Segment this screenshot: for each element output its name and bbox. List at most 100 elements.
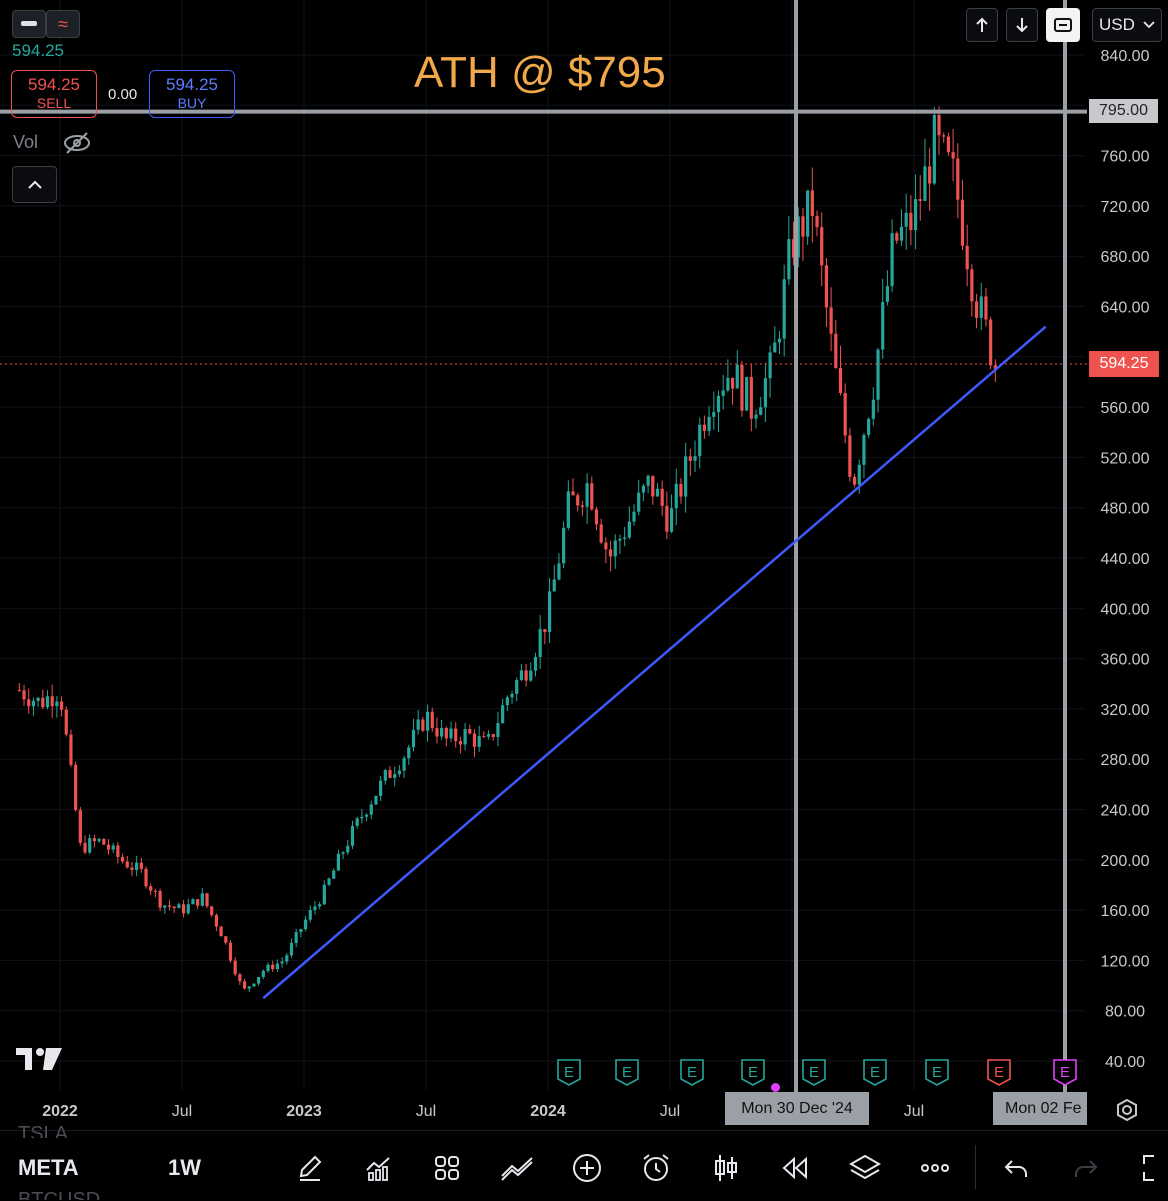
earnings-badge[interactable]: E — [1052, 1058, 1078, 1086]
replay-button[interactable] — [775, 1148, 815, 1188]
candle-body — [576, 495, 580, 506]
candle-body — [519, 670, 524, 681]
draw-tool-button[interactable] — [290, 1148, 330, 1188]
scroll-down-button[interactable] — [1006, 8, 1038, 42]
candle-body — [848, 435, 852, 477]
expand-button[interactable] — [1132, 1148, 1168, 1188]
candle-body — [552, 579, 556, 592]
candle-body — [608, 549, 613, 557]
settings-gear-icon[interactable] — [1115, 1098, 1139, 1122]
candle-body — [834, 333, 838, 368]
y-tick-label: 640.00 — [1101, 300, 1150, 317]
earnings-badge[interactable]: E — [801, 1058, 827, 1086]
price-axis: 840.00 760.00 720.00 680.00 640.00 560.00 520.… — [1101, 48, 1150, 1071]
chart-type-button[interactable] — [706, 1148, 746, 1188]
candle-body — [904, 212, 908, 227]
candle-body — [318, 904, 322, 907]
candle-body — [228, 942, 233, 961]
candle-body — [64, 709, 68, 735]
candle-body — [468, 729, 472, 734]
earnings-badge[interactable]: E — [924, 1058, 950, 1086]
candle-body — [655, 488, 660, 497]
candle-body — [641, 485, 646, 493]
earnings-badge[interactable]: E — [556, 1058, 582, 1086]
candle-body — [515, 680, 519, 694]
object-tree-button[interactable] — [845, 1148, 885, 1188]
candle-body — [698, 424, 702, 457]
fullscreen-toggle-button[interactable] — [1046, 8, 1080, 42]
sell-button[interactable]: 594.25 SELL — [11, 70, 97, 118]
compare-button[interactable] — [497, 1148, 537, 1188]
candle-body — [867, 418, 871, 435]
buy-button[interactable]: 594.25 BUY — [149, 70, 235, 118]
buy-label: BUY — [177, 95, 207, 111]
more-options-button[interactable] — [915, 1148, 955, 1188]
candle-body — [322, 884, 326, 905]
redo-icon — [1075, 1160, 1098, 1177]
candle-body — [735, 364, 739, 389]
earnings-badge[interactable]: E — [862, 1058, 888, 1086]
layouts-button[interactable] — [427, 1148, 467, 1188]
y-tick-label: 200.00 — [1101, 853, 1150, 870]
candle-body — [557, 563, 561, 580]
candle-body — [116, 845, 120, 857]
candle-body — [477, 736, 481, 747]
symbol-next[interactable]: BTCUSD — [18, 1189, 101, 1200]
candle-body — [970, 269, 974, 302]
candle-body — [604, 542, 608, 550]
candle-body — [242, 981, 247, 989]
alert-button[interactable] — [636, 1148, 676, 1188]
spread-value: 0.00 — [108, 86, 138, 103]
candle-body — [402, 758, 406, 771]
candle-body — [106, 844, 111, 850]
indicator-toggle-button[interactable]: ≈ — [46, 10, 80, 38]
candle-body — [196, 899, 200, 906]
candle-body — [712, 412, 716, 417]
add-button[interactable] — [567, 1148, 607, 1188]
undo-button[interactable] — [996, 1148, 1036, 1188]
symbol-prev[interactable]: TSLA — [18, 1124, 69, 1138]
candle-body — [280, 961, 284, 964]
candle-body — [486, 734, 491, 737]
candle-body — [266, 964, 270, 971]
candle-body — [684, 456, 688, 497]
candle-body — [806, 190, 810, 237]
ath-annotation[interactable]: ATH @ $795 — [414, 48, 666, 97]
more-dots-icon — [921, 1164, 949, 1172]
eye-off-icon[interactable] — [62, 130, 92, 156]
x-tick-label: Jul — [904, 1103, 924, 1120]
x-tick-label: Jul — [172, 1103, 192, 1120]
earnings-badge[interactable]: E — [679, 1058, 705, 1086]
collapse-panel-button[interactable] — [12, 166, 57, 203]
earnings-letter: E — [1060, 1064, 1070, 1081]
candle-body — [233, 960, 237, 975]
candle-body — [782, 279, 786, 339]
earnings-badge[interactable]: E — [740, 1058, 766, 1086]
candle-body — [707, 416, 711, 431]
redo-button[interactable] — [1066, 1148, 1106, 1188]
indicators-button[interactable] — [358, 1148, 398, 1188]
rewind-icon — [782, 1156, 807, 1180]
earnings-badge[interactable]: E — [614, 1058, 640, 1086]
currency-select[interactable]: USD — [1092, 8, 1162, 42]
candle-body — [210, 906, 214, 916]
candle-body — [669, 508, 674, 532]
candle-body — [186, 904, 190, 914]
candle-body — [449, 728, 453, 739]
candle-body — [458, 741, 463, 745]
minus-button[interactable] — [12, 10, 46, 38]
candle-body — [876, 349, 880, 400]
candle-body — [397, 770, 402, 775]
interval-selector[interactable]: 1W — [168, 1155, 201, 1180]
scroll-up-button[interactable] — [966, 8, 998, 42]
candle-body — [918, 199, 922, 201]
candle-body — [17, 690, 21, 692]
candle-body — [444, 727, 448, 739]
candle-body — [623, 537, 627, 539]
expand-icon — [1143, 1155, 1154, 1181]
candle-body — [960, 199, 965, 246]
earnings-badge[interactable]: E — [986, 1058, 1012, 1086]
symbol-selector[interactable]: META — [18, 1155, 79, 1180]
trendline[interactable] — [262, 325, 1047, 1000]
